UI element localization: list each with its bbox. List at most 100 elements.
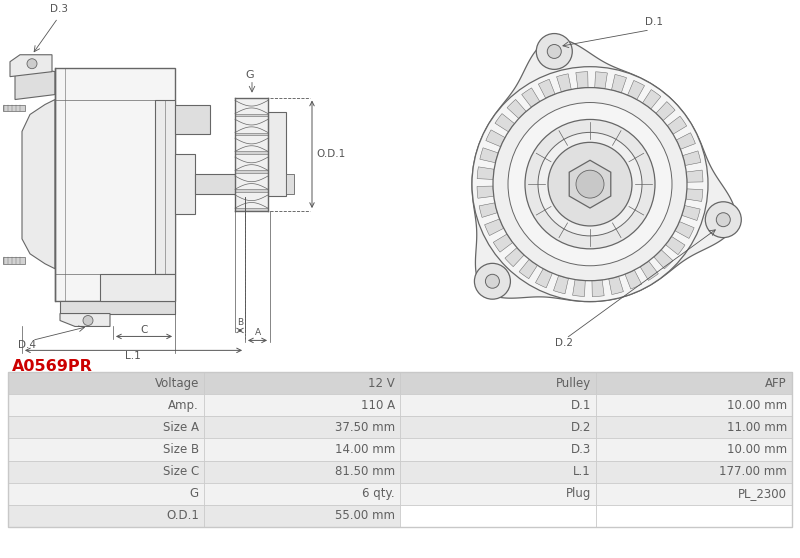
Bar xyxy=(596,505,792,527)
Wedge shape xyxy=(479,203,498,218)
Wedge shape xyxy=(494,234,513,252)
Polygon shape xyxy=(175,154,195,214)
Polygon shape xyxy=(100,274,175,301)
Text: AFP: AFP xyxy=(766,377,787,389)
Wedge shape xyxy=(554,276,569,294)
Bar xyxy=(204,483,400,505)
Wedge shape xyxy=(573,280,586,296)
Bar xyxy=(8,505,204,527)
Bar xyxy=(596,372,792,395)
Circle shape xyxy=(493,88,687,281)
Circle shape xyxy=(547,45,562,59)
Bar xyxy=(596,505,792,527)
Wedge shape xyxy=(477,167,494,180)
Polygon shape xyxy=(235,189,268,192)
Wedge shape xyxy=(609,276,623,295)
Wedge shape xyxy=(675,222,694,238)
Text: O.D.1: O.D.1 xyxy=(166,509,199,522)
Text: Voltage: Voltage xyxy=(154,377,199,389)
Polygon shape xyxy=(472,39,736,302)
Circle shape xyxy=(27,59,37,69)
Bar xyxy=(400,460,596,483)
Wedge shape xyxy=(656,102,675,121)
Wedge shape xyxy=(667,116,686,134)
Circle shape xyxy=(548,142,632,226)
Polygon shape xyxy=(195,174,245,194)
Polygon shape xyxy=(60,301,175,314)
Wedge shape xyxy=(477,186,494,198)
Polygon shape xyxy=(55,68,175,301)
Polygon shape xyxy=(10,55,52,76)
Circle shape xyxy=(508,103,672,266)
Wedge shape xyxy=(576,71,588,88)
Bar xyxy=(596,395,792,416)
Wedge shape xyxy=(627,80,645,99)
Text: 81.50 mm: 81.50 mm xyxy=(335,465,395,478)
Polygon shape xyxy=(15,68,55,99)
Text: Size B: Size B xyxy=(163,443,199,456)
Text: O.D.1: O.D.1 xyxy=(316,150,346,159)
Circle shape xyxy=(525,119,655,249)
Text: L.1: L.1 xyxy=(574,465,591,478)
Circle shape xyxy=(576,170,604,198)
Wedge shape xyxy=(640,261,658,281)
Bar xyxy=(400,372,596,395)
Polygon shape xyxy=(235,170,268,173)
Bar xyxy=(596,460,792,483)
Text: G: G xyxy=(246,70,254,80)
Text: D.1: D.1 xyxy=(570,399,591,412)
Bar xyxy=(268,113,286,196)
Bar xyxy=(3,104,25,112)
Bar xyxy=(204,395,400,416)
Wedge shape xyxy=(522,88,540,107)
Text: B: B xyxy=(237,319,243,328)
Polygon shape xyxy=(155,99,175,274)
Polygon shape xyxy=(60,314,110,326)
Text: 55.00 mm: 55.00 mm xyxy=(335,509,395,522)
Wedge shape xyxy=(611,74,626,93)
Wedge shape xyxy=(686,189,703,201)
Bar xyxy=(204,505,400,527)
Bar xyxy=(400,439,596,460)
Circle shape xyxy=(538,132,642,236)
Polygon shape xyxy=(235,151,268,154)
Circle shape xyxy=(716,213,730,227)
Polygon shape xyxy=(175,104,210,134)
Wedge shape xyxy=(676,133,695,150)
Text: 11.00 mm: 11.00 mm xyxy=(726,421,787,434)
Text: D.1: D.1 xyxy=(645,17,663,27)
Wedge shape xyxy=(682,205,700,220)
Text: L.1: L.1 xyxy=(125,352,141,362)
Text: 177.00 mm: 177.00 mm xyxy=(719,465,787,478)
Text: D.3: D.3 xyxy=(50,4,68,14)
Circle shape xyxy=(706,202,742,238)
Wedge shape xyxy=(654,250,673,269)
Bar xyxy=(8,416,204,439)
Wedge shape xyxy=(480,148,498,163)
Bar xyxy=(8,372,204,395)
Polygon shape xyxy=(235,114,268,117)
Text: 12 V: 12 V xyxy=(368,377,395,389)
Polygon shape xyxy=(22,99,55,269)
Text: Plug: Plug xyxy=(566,487,591,500)
Wedge shape xyxy=(505,248,524,267)
Text: 14.00 mm: 14.00 mm xyxy=(334,443,395,456)
Circle shape xyxy=(83,315,93,325)
Bar xyxy=(8,460,204,483)
Circle shape xyxy=(486,275,499,288)
Wedge shape xyxy=(592,280,604,297)
Bar xyxy=(204,372,400,395)
Wedge shape xyxy=(486,130,505,147)
Wedge shape xyxy=(538,79,555,98)
Bar xyxy=(204,416,400,439)
Circle shape xyxy=(472,67,708,301)
Bar xyxy=(596,416,792,439)
Text: D.2: D.2 xyxy=(555,338,573,348)
Circle shape xyxy=(536,33,572,69)
Bar xyxy=(8,395,204,416)
Text: Size C: Size C xyxy=(162,465,199,478)
Wedge shape xyxy=(594,72,607,89)
Text: 10.00 mm: 10.00 mm xyxy=(727,399,787,412)
Text: Amp.: Amp. xyxy=(168,399,199,412)
Text: D.4: D.4 xyxy=(18,340,36,350)
